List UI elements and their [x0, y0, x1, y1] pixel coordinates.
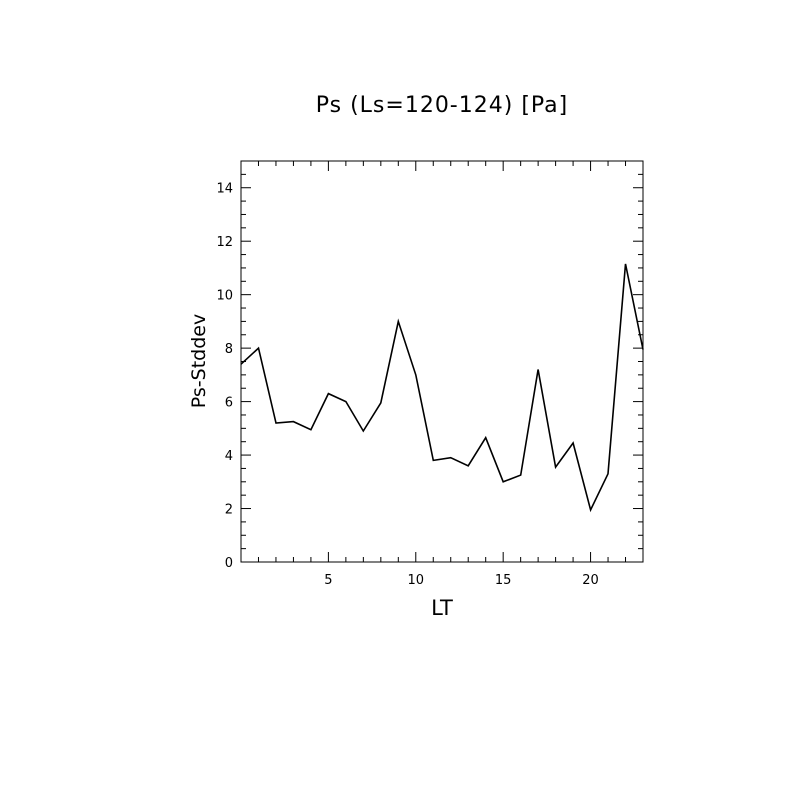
y-tick-label: 14	[216, 182, 233, 197]
axis-ticks	[241, 161, 643, 562]
x-tick-label: 15	[495, 573, 512, 588]
plot-frame	[240, 160, 644, 563]
y-axis-label: Ps-Stddev	[188, 314, 210, 408]
series-line	[240, 263, 644, 513]
y-tick-label: 6	[225, 396, 233, 411]
x-tick-label: 10	[408, 573, 425, 588]
y-tick-label: 8	[225, 342, 233, 357]
y-tick-label: 2	[225, 503, 233, 518]
chart-title: Ps (Ls=120-124) [Pa]	[316, 93, 569, 118]
tick-labels: 5 10 15 20 0 2 4 6 8 10 12 14	[216, 182, 598, 588]
x-tick-label: 20	[582, 573, 599, 588]
y-tick-label: 0	[225, 556, 233, 571]
y-tick-label: 12	[216, 235, 233, 250]
y-tick-label: 4	[225, 449, 233, 464]
x-tick-label: 5	[324, 573, 332, 588]
x-axis-label: LT	[431, 596, 453, 620]
y-tick-label: 10	[216, 289, 233, 304]
